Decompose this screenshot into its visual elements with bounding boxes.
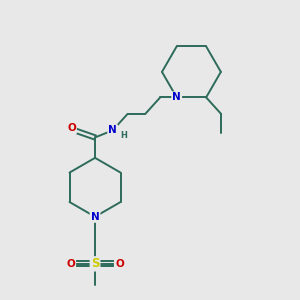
Text: N: N (91, 212, 99, 222)
Text: H: H (120, 130, 127, 140)
Text: O: O (115, 259, 124, 269)
Text: O: O (66, 259, 75, 269)
Text: N: N (108, 125, 117, 135)
Text: O: O (67, 123, 76, 133)
Text: N: N (172, 92, 181, 102)
Text: S: S (91, 257, 99, 270)
